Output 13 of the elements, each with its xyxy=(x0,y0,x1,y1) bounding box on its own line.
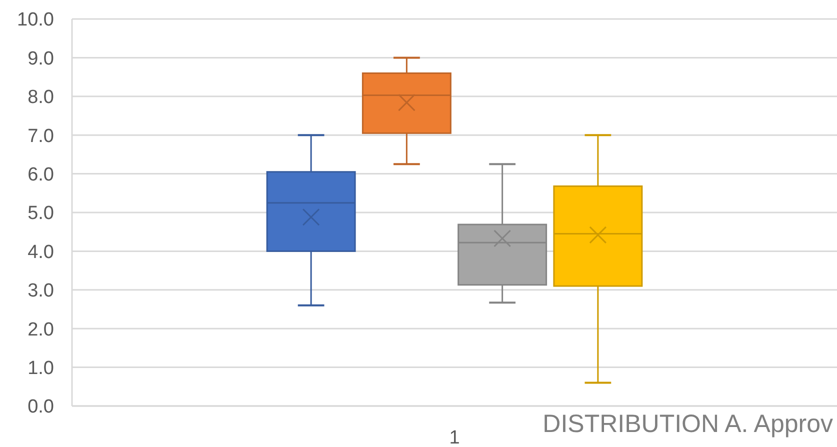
y-tick-label: 6.0 xyxy=(28,164,54,186)
y-tick-label: 5.0 xyxy=(28,203,54,224)
text: DISTRIBUTION A. Approv xyxy=(542,410,834,438)
y-tick-label: 10.0 xyxy=(17,10,54,31)
y-tick-label: 1.0 xyxy=(28,358,54,379)
y-tick-label: 9.0 xyxy=(28,48,54,70)
y-tick-label: 3.0 xyxy=(28,280,54,302)
y-tick-label: 4.0 xyxy=(28,242,54,263)
y-tick-label: 8.0 xyxy=(28,87,54,108)
x-tick-label: 1 xyxy=(449,428,460,447)
y-tick-label: 2.0 xyxy=(28,319,54,340)
y-tick-label: 0.0 xyxy=(28,396,54,418)
y-tick-label: 7.0 xyxy=(28,126,54,147)
